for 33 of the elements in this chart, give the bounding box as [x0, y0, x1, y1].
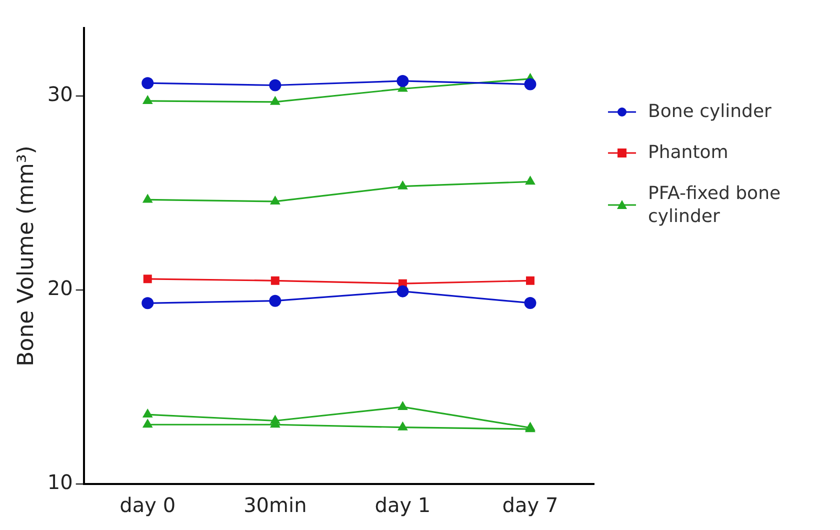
point — [270, 195, 280, 204]
point — [142, 94, 153, 104]
point — [398, 421, 408, 430]
x-tick-label: day 7 — [502, 493, 558, 518]
x-tick-label: 30min — [244, 493, 307, 518]
legend-label: Bone cylinder — [648, 100, 772, 123]
point — [270, 414, 280, 424]
point — [396, 285, 409, 298]
y-axis-title: Bone Volume (mm³) — [14, 146, 39, 366]
legend-label: PFA-fixed bone cylinder — [648, 182, 782, 228]
point — [142, 77, 154, 90]
x-tick-label: day 0 — [120, 493, 176, 518]
point — [398, 400, 408, 410]
point — [269, 294, 282, 307]
point — [142, 194, 153, 203]
point — [524, 78, 536, 90]
point — [270, 276, 280, 285]
point — [269, 79, 282, 92]
y-tick-label: 20 — [47, 276, 73, 300]
point — [525, 176, 536, 185]
point — [142, 297, 154, 310]
point — [270, 96, 280, 105]
x-tick-label: day 1 — [374, 493, 431, 518]
y-tick-label: 30 — [47, 82, 73, 106]
point — [396, 74, 409, 87]
point — [143, 274, 152, 284]
y-tick-label: 10 — [47, 470, 73, 494]
point — [524, 296, 536, 309]
point — [142, 408, 153, 418]
point — [142, 418, 153, 428]
legend-label: Phantom — [648, 141, 728, 164]
point — [398, 180, 408, 190]
point — [526, 276, 534, 285]
